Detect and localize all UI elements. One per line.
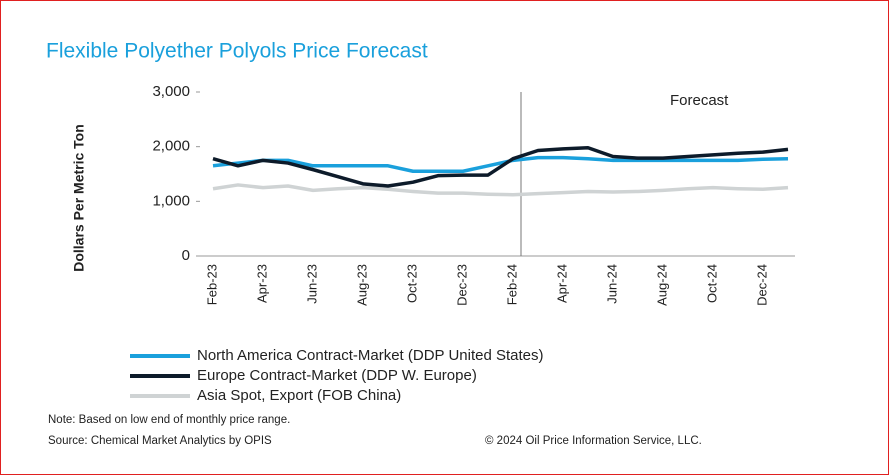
note: Note: Based on low end of monthly price … [48, 414, 290, 426]
x-tick-label: Oct-23 [404, 264, 419, 303]
x-tick-label: Jun-23 [304, 264, 319, 304]
x-tick-label: Feb-23 [204, 264, 219, 305]
series-line [212, 183, 789, 197]
x-tick-label: Apr-23 [254, 264, 269, 303]
x-tick-label: Dec-24 [754, 264, 769, 306]
chart-title: Flexible Polyether Polyols Price Forecas… [46, 40, 428, 63]
series-line [212, 155, 789, 174]
series-line [212, 146, 789, 188]
x-tick-label: Apr-24 [554, 264, 569, 303]
copyright: © 2024 Oil Price Information Service, LL… [485, 435, 702, 447]
x-tick-label: Jun-24 [604, 264, 619, 304]
y-axis-title: Dollars Per Metric Ton [71, 124, 87, 272]
y-tick-label: 1,000 [152, 192, 190, 209]
note: Source: Chemical Market Analytics by OPI… [48, 435, 272, 447]
x-tick-label: Aug-24 [654, 264, 669, 306]
legend-label: North America Contract-Market (DDP Unite… [197, 347, 544, 364]
legend-label: Europe Contract-Market (DDP W. Europe) [197, 367, 477, 384]
annotation: Forecast [670, 92, 729, 109]
y-tick-label: 2,000 [152, 138, 190, 155]
legend-label: Asia Spot, Export (FOB China) [197, 387, 401, 404]
x-tick-label: Dec-23 [454, 264, 469, 306]
y-tick-label: 0 [182, 247, 190, 264]
x-tick-label: Feb-24 [504, 264, 519, 305]
x-tick-label: Oct-24 [704, 264, 719, 303]
x-tick-label: Aug-23 [354, 264, 369, 306]
y-tick-label: 3,000 [152, 83, 190, 100]
